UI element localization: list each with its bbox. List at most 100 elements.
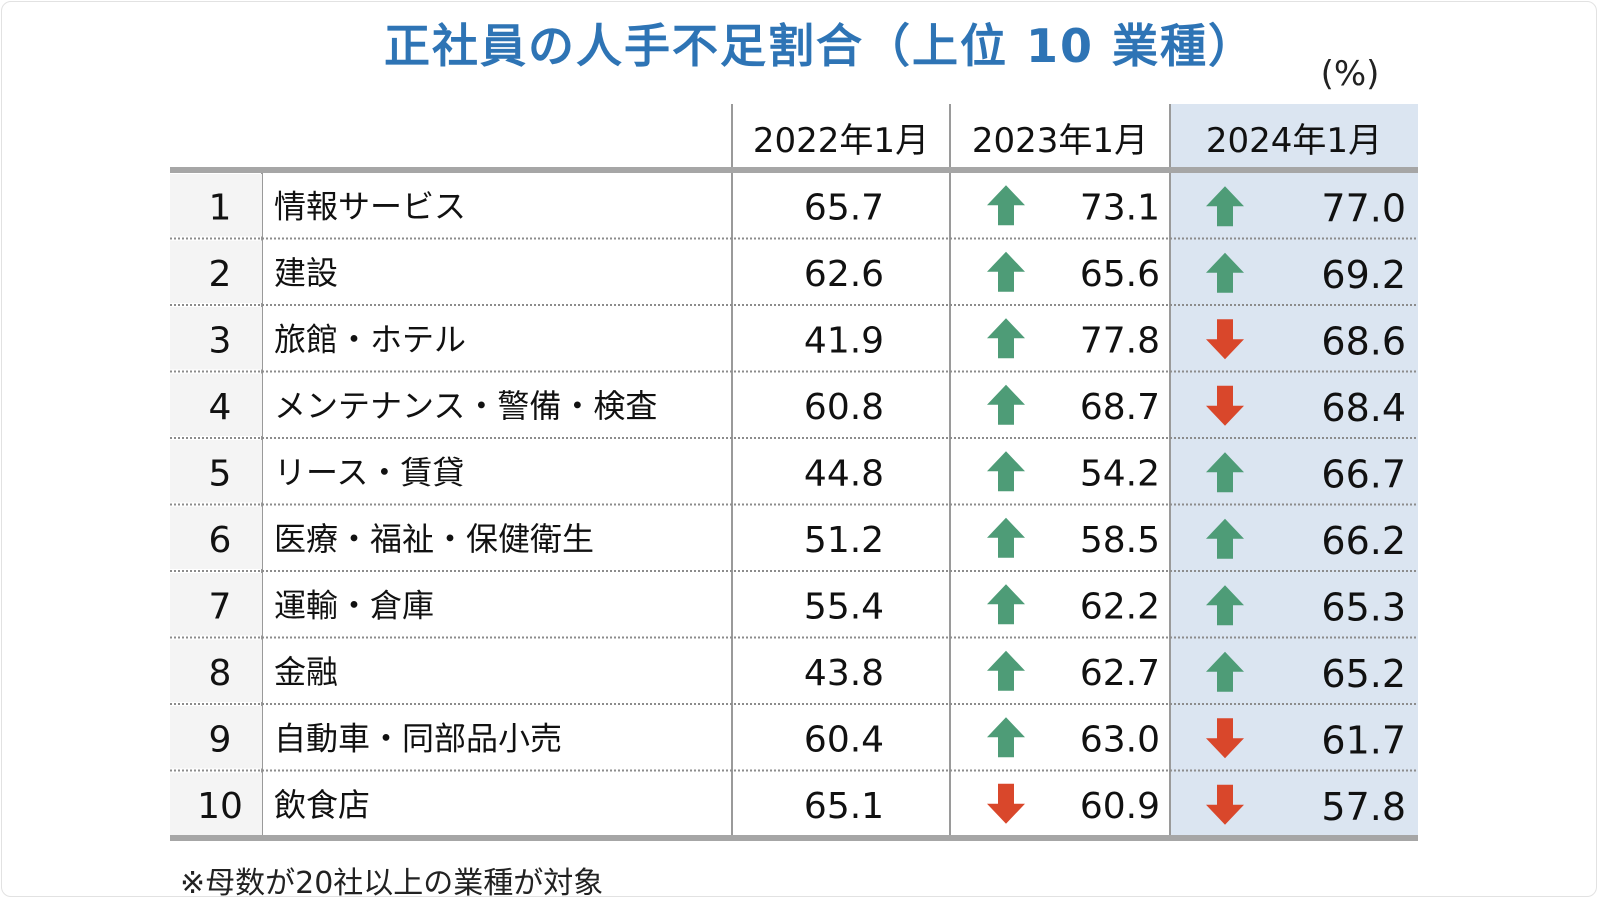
rank-label: 9 [209, 719, 232, 760]
trend-arrow-2023 [987, 185, 1025, 226]
column-header: 2022年1月 [753, 121, 929, 161]
table-row [170, 440, 262, 503]
value-label-2023: 68.7 [1080, 387, 1160, 428]
up-arrow-icon [987, 451, 1025, 492]
value-label-2022: 60.8 [804, 387, 884, 428]
up-arrow-icon [1206, 518, 1244, 559]
up-arrow-icon [1206, 186, 1244, 227]
up-arrow-icon [1206, 452, 1244, 493]
value-label-2022: 43.8 [804, 653, 884, 694]
up-arrow-icon [1206, 651, 1244, 692]
table-row [170, 772, 262, 835]
table-row [170, 573, 262, 636]
industry-label: 金融 [274, 653, 338, 691]
trend-arrow-2024 [1206, 252, 1244, 293]
footnote: ※母数が20社以上の業種が対象 [180, 866, 604, 901]
trend-arrow-2023 [987, 650, 1025, 691]
table-row [170, 307, 262, 370]
up-arrow-icon [987, 517, 1025, 558]
chart-title: 正社員の人手不足割合（上位 10 業種） [383, 19, 1257, 73]
value-label-2024: 68.4 [1321, 386, 1406, 430]
rank-label: 8 [209, 653, 232, 694]
rank-cell-bg [170, 639, 262, 702]
industry-label: リース・賃貸 [274, 453, 464, 491]
column-header: 2024年1月 [1206, 121, 1382, 161]
up-arrow-icon [987, 717, 1025, 758]
up-arrow-icon [987, 384, 1025, 425]
value-label-2022: 60.4 [804, 719, 884, 760]
down-arrow-icon [1206, 784, 1244, 825]
value-label-2024: 66.2 [1321, 519, 1406, 563]
industry-label: 建設 [274, 254, 338, 292]
rank-cell-bg [170, 307, 262, 370]
value-label-2023: 58.5 [1080, 520, 1160, 561]
up-arrow-icon [987, 650, 1025, 691]
value-label-2024: 65.2 [1321, 652, 1406, 696]
rank-label: 7 [209, 586, 232, 627]
header-rule [170, 167, 1418, 173]
table-row [170, 639, 262, 702]
value-label-2024: 61.7 [1321, 718, 1406, 762]
value-label-2024: 66.7 [1321, 452, 1406, 496]
trend-arrow-2024 [1206, 452, 1244, 493]
table-row [170, 373, 262, 436]
value-label-2024: 68.6 [1321, 319, 1406, 363]
rank-label: 2 [209, 254, 232, 295]
value-label-2024: 77.0 [1321, 186, 1406, 230]
column-header: 2023年1月 [972, 121, 1148, 161]
value-label-2022: 55.4 [804, 586, 884, 627]
trend-arrow-2023 [987, 318, 1025, 359]
trend-arrow-2024 [1206, 585, 1244, 626]
up-arrow-icon [987, 251, 1025, 292]
trend-arrow-2023 [987, 717, 1025, 758]
value-label-2024: 65.3 [1321, 585, 1406, 629]
rank-cell-bg [170, 240, 262, 303]
rank-label: 4 [209, 387, 232, 428]
up-arrow-icon [1206, 252, 1244, 293]
value-label-2023: 54.2 [1080, 453, 1160, 494]
industry-label: 旅館・ホテル [274, 320, 466, 358]
table-row [170, 706, 262, 769]
rank-label: 6 [209, 520, 232, 561]
value-label-2023: 62.7 [1080, 653, 1160, 694]
value-label-2023: 60.9 [1080, 786, 1160, 827]
value-label-2023: 65.6 [1080, 254, 1160, 295]
down-arrow-icon [1206, 319, 1244, 360]
down-arrow-icon [1206, 385, 1244, 426]
trend-arrow-2024 [1206, 385, 1244, 426]
rank-cell-bg [170, 772, 262, 835]
value-label-2022: 41.9 [804, 320, 884, 361]
rank-label: 1 [209, 187, 232, 228]
rank-label: 3 [209, 320, 232, 361]
trend-arrow-2023 [987, 584, 1025, 625]
rank-cell-bg [170, 506, 262, 569]
value-label-2024: 57.8 [1321, 785, 1406, 829]
trend-arrow-2024 [1206, 784, 1244, 825]
trend-arrow-2024 [1206, 518, 1244, 559]
value-label-2022: 65.7 [804, 187, 884, 228]
up-arrow-icon [987, 185, 1025, 226]
value-label-2022: 44.8 [804, 453, 884, 494]
value-label-2023: 77.8 [1080, 320, 1160, 361]
value-label-2024: 69.2 [1321, 253, 1406, 297]
industry-label: 自動車・同部品小売 [274, 719, 562, 757]
unit-label: (%) [1320, 54, 1380, 94]
rank-label: 5 [209, 453, 232, 494]
down-arrow-icon [987, 783, 1025, 824]
table-row [170, 240, 262, 303]
table-row [170, 506, 262, 569]
value-label-2022: 51.2 [804, 520, 884, 561]
value-label-2023: 62.2 [1080, 586, 1160, 627]
up-arrow-icon [1206, 585, 1244, 626]
rank-cell-bg [170, 573, 262, 636]
industry-label: 情報サービス [274, 187, 466, 225]
trend-arrow-2024 [1206, 319, 1244, 360]
trend-arrow-2023 [987, 384, 1025, 425]
trend-arrow-2023 [987, 783, 1025, 824]
table-bottom-rule [170, 835, 1418, 841]
trend-arrow-2023 [987, 451, 1025, 492]
industry-label: 飲食店 [274, 786, 370, 824]
rank-label: 10 [197, 786, 243, 827]
